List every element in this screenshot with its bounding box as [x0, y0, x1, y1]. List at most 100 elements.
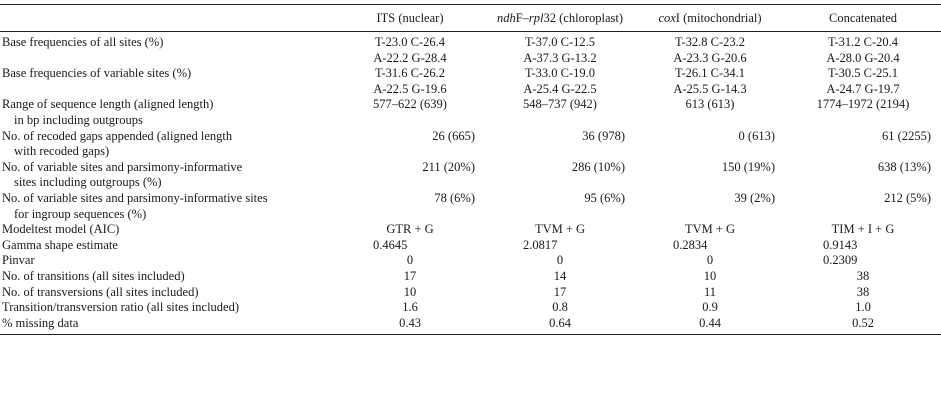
row-label: No. of transversions (all sites included… — [2, 284, 199, 299]
cell: T-30.5 C-25.1 — [827, 66, 899, 81]
cell: 10 — [403, 284, 417, 299]
cell: 613 (613) — [685, 97, 735, 112]
cell: T-33.0 C-19.0 — [524, 66, 596, 81]
table-row: Pinvar 0 0 0 0.2309 — [0, 253, 941, 269]
row-label: Transition/transversion ratio (all sites… — [2, 300, 239, 315]
cell: 150 (19%) — [721, 159, 775, 174]
row-label: Range of sequence length (aligned length… — [2, 97, 214, 112]
cell: A-25.4 G-22.5 — [523, 81, 597, 96]
cell: 14 — [553, 268, 567, 283]
cell: 10 — [703, 268, 717, 283]
cell: 39 (2%) — [734, 190, 775, 205]
header-blank — [0, 4, 335, 32]
cell: 1.6 — [402, 300, 418, 315]
row-label: Base frequencies of variable sites (%) — [2, 66, 192, 81]
row-label: Modeltest model (AIC) — [2, 222, 120, 237]
cell: 286 (10%) — [571, 159, 625, 174]
row-label: Pinvar — [2, 253, 35, 268]
cell: GTR + G — [386, 222, 434, 237]
cell: 0.9143 — [823, 237, 858, 252]
table-row: Modeltest model (AIC) GTR + G TVM + G TV… — [0, 222, 941, 238]
cell: 0.2834 — [673, 237, 708, 252]
cell: 0 — [706, 253, 714, 268]
header-concatenated: Concatenated — [785, 4, 941, 32]
cell: 78 (6%) — [434, 190, 475, 205]
row-label — [0, 51, 335, 67]
cell: 36 (978) — [582, 128, 625, 143]
header-ndhf: ndhF–rpl32 (chloroplast) — [485, 4, 635, 32]
row-label — [0, 82, 335, 98]
cell: 577–622 (639) — [373, 97, 447, 112]
row-label: No. of transitions (all sites included) — [2, 268, 185, 283]
row-label: % missing data — [0, 315, 335, 336]
cell: 26 (665) — [432, 128, 475, 143]
header-row: ITS (nuclear) ndhF–rpl32 (chloroplast) c… — [0, 4, 941, 32]
cell: 0.4645 — [373, 237, 408, 252]
cell: 0.43 — [335, 315, 485, 336]
cell: 38 — [856, 268, 870, 283]
cell: 1.0 — [855, 300, 871, 315]
cell: A-22.2 G-28.4 — [373, 50, 447, 65]
cell: 211 (20%) — [422, 159, 475, 174]
table-row: Base frequencies of variable sites (%) T… — [0, 66, 941, 82]
table-row: No. of transversions (all sites included… — [0, 285, 941, 301]
cell: 212 (5%) — [884, 190, 931, 205]
cell: T-31.2 C-20.4 — [827, 35, 899, 49]
table-row: Gamma shape estimate 0.4645 2.0817 0.283… — [0, 238, 941, 254]
table-row: A-22.2 G-28.4 A-37.3 G-13.2 A-23.3 G-20.… — [0, 51, 941, 67]
cell: 0.52 — [785, 315, 941, 336]
cell: 638 (13%) — [877, 159, 931, 174]
table-row: No. of transitions (all sites included) … — [0, 269, 941, 285]
table-row: A-22.5 G-19.6 A-25.4 G-22.5 A-25.5 G-14.… — [0, 82, 941, 98]
cell: T-31.6 C-26.2 — [374, 66, 446, 81]
cell: 0 — [556, 253, 564, 268]
cell: TVM + G — [534, 222, 586, 237]
cell: A-22.5 G-19.6 — [373, 81, 447, 96]
table-row: Base frequencies of all sites (%) T-23.0… — [0, 32, 941, 51]
cell: A-24.7 G-19.7 — [826, 81, 900, 96]
table-row: sites including outgroups (%) — [0, 175, 941, 191]
cell: 61 (2255) — [882, 128, 931, 143]
cell: 0.44 — [635, 315, 785, 336]
cell: 0.64 — [485, 315, 635, 336]
row-label-continued: in bp including outgroups — [14, 112, 143, 127]
cell: 0.9 — [702, 300, 718, 315]
cell: TIM + I + G — [831, 222, 895, 237]
cell: 17 — [403, 268, 417, 283]
row-label-continued: sites including outgroups (%) — [14, 175, 162, 190]
cell: 1774–1972 (2194) — [816, 97, 910, 112]
row-label-continued: for ingroup sequences (%) — [14, 206, 147, 221]
row-label: Base frequencies of all sites (%) — [2, 35, 164, 49]
cell: A-25.5 G-14.3 — [673, 81, 747, 96]
cell: T-37.0 C-12.5 — [524, 35, 596, 49]
cell: A-37.3 G-13.2 — [523, 50, 597, 65]
table-row: No. of variable sites and parsimony-info… — [0, 191, 941, 207]
cell: T-23.0 C-26.4 — [374, 35, 446, 49]
table-row: Range of sequence length (aligned length… — [0, 97, 941, 113]
row-label: No. of variable sites and parsimony-info… — [2, 159, 243, 174]
table-row: % missing data 0.43 0.64 0.44 0.52 — [0, 315, 941, 336]
cell: 0.2309 — [823, 253, 858, 268]
table-row: in bp including outgroups — [0, 113, 941, 129]
table-row: with recoded gaps) — [0, 144, 941, 160]
cell: 0.8 — [552, 300, 568, 315]
cell: 2.0817 — [523, 237, 558, 252]
row-label: No. of recoded gaps appended (aligned le… — [2, 128, 233, 143]
cell: 38 — [856, 284, 870, 299]
cell: 17 — [553, 284, 567, 299]
cell: A-28.0 G-20.4 — [826, 50, 900, 65]
header-its: ITS (nuclear) — [335, 4, 485, 32]
cell: 95 (6%) — [584, 190, 625, 205]
cell: 0 (613) — [738, 128, 775, 143]
data-table: ITS (nuclear) ndhF–rpl32 (chloroplast) c… — [0, 4, 941, 336]
row-label: Gamma shape estimate — [2, 237, 118, 252]
table-row: No. of recoded gaps appended (aligned le… — [0, 129, 941, 145]
table-row: No. of variable sites and parsimony-info… — [0, 160, 941, 176]
row-label-continued: with recoded gaps) — [14, 144, 110, 159]
row-label: No. of variable sites and parsimony-info… — [2, 190, 268, 205]
cell: T-32.8 C-23.2 — [674, 35, 746, 49]
header-coxi: coxI (mitochondrial) — [635, 4, 785, 32]
cell: A-23.3 G-20.6 — [673, 50, 747, 65]
cell: T-26.1 C-34.1 — [674, 66, 746, 81]
cell: 548–737 (942) — [523, 97, 597, 112]
